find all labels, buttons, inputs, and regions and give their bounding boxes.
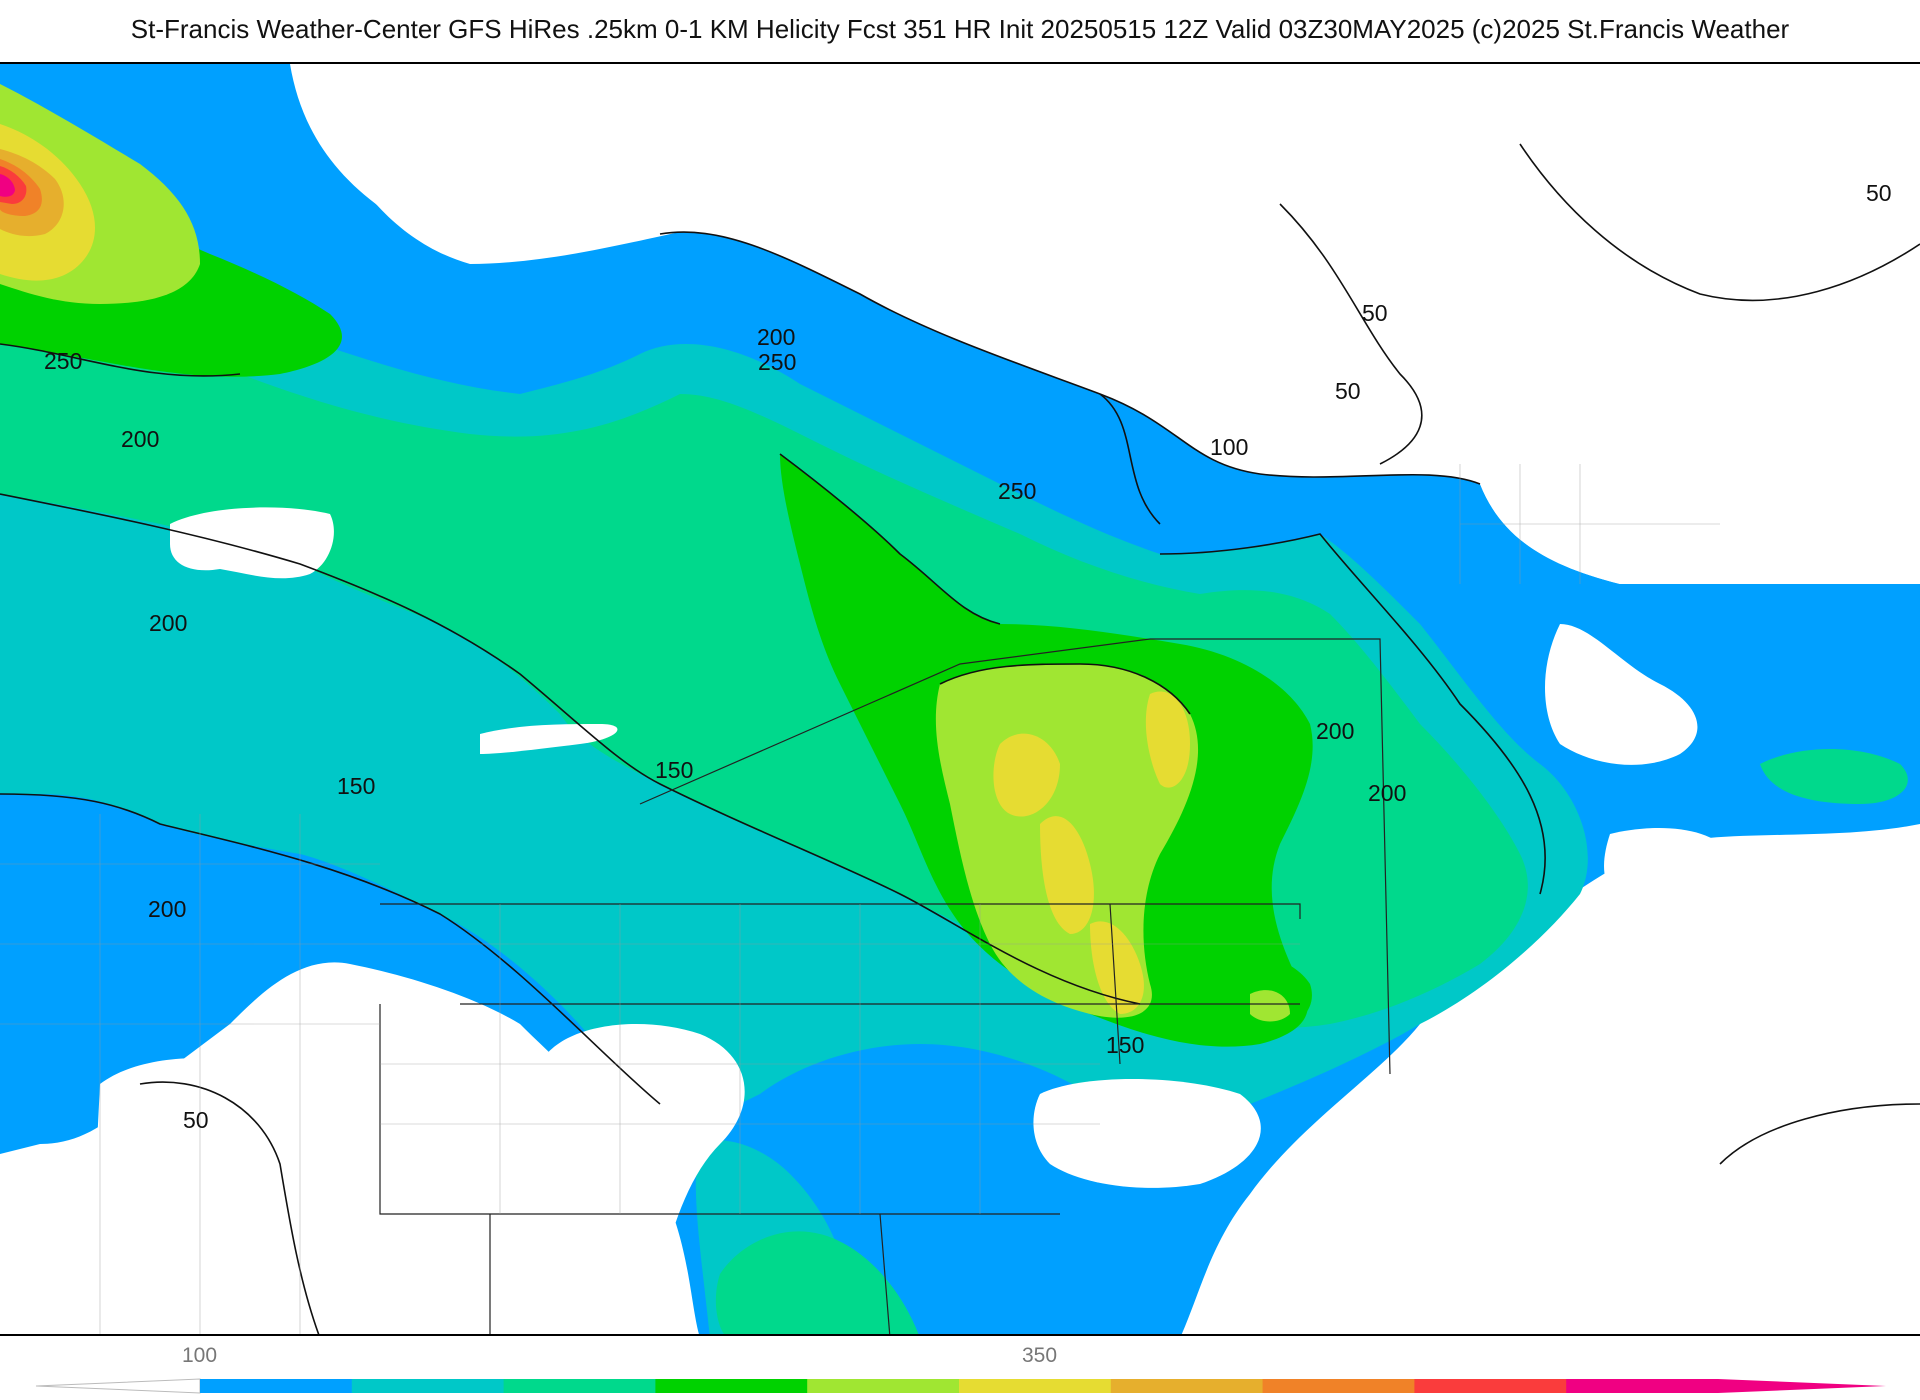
colorbar-cell xyxy=(959,1379,1112,1393)
contour-label: 200 xyxy=(149,610,187,636)
colorbar-max-triangle xyxy=(1718,1379,1886,1393)
colorbar-cells xyxy=(200,1379,1719,1393)
contour-label: 250 xyxy=(998,478,1036,504)
contour-label: 200 xyxy=(1368,780,1406,806)
colorbar xyxy=(35,1378,1886,1394)
contour-label: 150 xyxy=(337,773,375,799)
contour-label: 250 xyxy=(758,349,796,375)
colorbar-cell xyxy=(200,1379,353,1393)
contour-label-group: 50 50 50 50 100 150 150 150 200 200 200 … xyxy=(44,180,1892,1133)
colorbar-cell xyxy=(351,1379,505,1393)
contour-label: 200 xyxy=(121,426,159,452)
colorbar-cell xyxy=(1110,1379,1264,1393)
contour-label: 200 xyxy=(148,896,186,922)
colorbar-tick-label: 350 xyxy=(1022,1344,1058,1367)
helicity-map: 50 50 50 50 100 150 150 150 200 200 200 … xyxy=(0,62,1920,1336)
colorbar-cell xyxy=(655,1379,808,1393)
colorbar-cell xyxy=(1566,1379,1719,1393)
colorbar-min-triangle xyxy=(35,1378,201,1394)
colorbar-cell xyxy=(1414,1379,1567,1393)
colorbar-cell xyxy=(1262,1379,1415,1393)
colorbar-cell xyxy=(503,1379,656,1393)
map-title: St-Francis Weather-Center GFS HiRes .25k… xyxy=(130,14,1790,44)
fill-layer-550 xyxy=(0,174,15,197)
contour-label: 200 xyxy=(1316,718,1354,744)
state-boundaries xyxy=(379,638,1391,1334)
contour-label: 50 xyxy=(183,1107,209,1133)
colorbar-tick-label: 100 xyxy=(182,1344,218,1367)
contour-label: 100 xyxy=(1210,434,1248,460)
contour-label: 150 xyxy=(655,757,693,783)
contour-label: 50 xyxy=(1335,378,1361,404)
contour-label: 50 xyxy=(1362,300,1388,326)
contour-label: 150 xyxy=(1106,1032,1144,1058)
fill-layer-below-100 xyxy=(93,64,1920,1334)
contour-label: 200 xyxy=(757,324,795,350)
contour-label: 250 xyxy=(44,348,82,374)
contour-label: 50 xyxy=(1866,180,1892,206)
county-boundaries xyxy=(0,464,1720,1334)
contour-lines xyxy=(0,143,1920,1334)
colorbar-cell xyxy=(807,1379,960,1393)
